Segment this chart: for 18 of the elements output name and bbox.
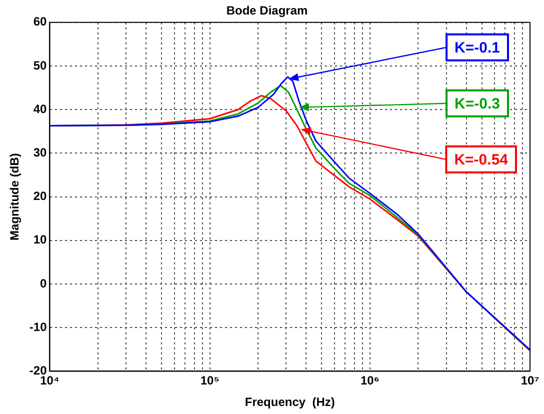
annotation: K=-0.1 [454,40,500,57]
y-tick-label: 0 [40,276,48,290]
x-tick-label: 10⁷ [520,374,540,388]
y-tick-label: 30 [33,146,48,160]
y-tick-label: -10 [29,320,48,334]
x-tick-label: 10⁶ [360,374,380,388]
y-tick-label: 10 [33,232,48,247]
chart-title: Bode Diagram [226,4,308,18]
y-axis-title: Magnitude (dB) [8,153,22,240]
y-tick-label: 40 [33,102,48,116]
annotation: K=-0.3 [454,96,500,113]
y-tick-label: 60 [33,14,48,29]
y-tick-label: 50 [33,58,48,72]
x-tick-label: 10⁵ [200,374,220,388]
annotation: K=-0.54 [454,152,509,169]
x-axis-title: Frequency (Hz) [244,395,335,410]
x-tick-label: 10⁴ [40,374,60,388]
y-tick-label: 20 [33,189,48,204]
